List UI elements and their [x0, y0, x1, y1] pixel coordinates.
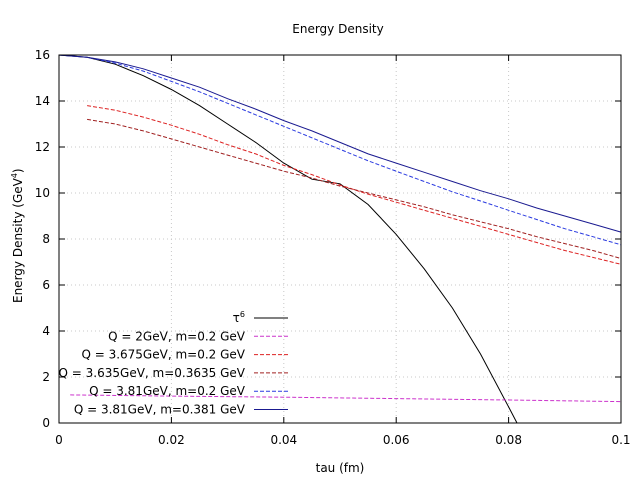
series-line	[70, 394, 622, 403]
y-tick-label: 0	[42, 416, 50, 430]
legend-label: Q = 3.675GeV, m=0.2 GeV	[81, 348, 245, 362]
legend-label: Q = 3.81GeV, m=0.2 GeV	[89, 384, 246, 398]
legend-label-main: Q = 2GeV, m=0.2 GeV	[108, 329, 246, 343]
grid-lines	[59, 55, 621, 423]
legend-label-main: τ	[233, 311, 240, 325]
axis-ticks	[58, 54, 622, 424]
legend-label-main: Q = 3.675GeV, m=0.2 GeV	[81, 348, 245, 362]
legend-label-sup: 6	[240, 310, 245, 319]
legend-label: Q = 3.635GeV, m=0.3635 GeV	[59, 366, 246, 380]
series-layer	[58, 54, 622, 424]
legend-label: τ6	[233, 310, 245, 325]
x-axis-label: tau (fm)	[316, 461, 365, 475]
y-tick-label: 10	[35, 186, 50, 200]
series-line	[58, 54, 518, 424]
x-tick-label: 0.08	[495, 433, 522, 447]
x-tick-label: 0.02	[158, 433, 185, 447]
y-tick-label: 12	[35, 140, 50, 154]
legend-label-main: Q = 3.81GeV, m=0.381 GeV	[74, 403, 246, 417]
series-line	[58, 54, 622, 246]
x-tick-label: 0.04	[270, 433, 297, 447]
x-tick-label: 0	[55, 433, 63, 447]
y-tick-label: 2	[42, 370, 50, 384]
legend-label-main: Q = 3.635GeV, m=0.3635 GeV	[59, 366, 246, 380]
series-line	[87, 105, 622, 265]
y-tick-label: 8	[42, 232, 50, 246]
y-axis-label-main: Energy Density (GeV	[11, 177, 25, 303]
series-line	[87, 118, 622, 259]
legend-label: Q = 2GeV, m=0.2 GeV	[108, 329, 246, 343]
y-tick-label: 16	[35, 48, 50, 62]
y-axis-label-sup: 4	[10, 173, 19, 178]
x-tick-label: 0.06	[383, 433, 410, 447]
y-tick-label: 14	[35, 94, 50, 108]
x-tick-label: 0.1	[611, 433, 630, 447]
y-tick-label: 4	[42, 324, 50, 338]
legend-label-main: Q = 3.81GeV, m=0.2 GeV	[89, 384, 246, 398]
y-axis-label-tail: )	[11, 168, 25, 173]
chart-title: Energy Density	[292, 22, 383, 36]
series-line	[58, 54, 622, 233]
legend-label: Q = 3.81GeV, m=0.381 GeV	[74, 403, 246, 417]
y-axis-label: Energy Density (GeV4)	[10, 168, 25, 303]
tick-labels: 0 0.02 0.04 0.06 0.08 0.1 0 2 4 6 8 10 12 14 16	[35, 48, 631, 447]
y-tick-label: 6	[42, 278, 50, 292]
legend: τ6 Q = 2GeV, m=0.2 GeV Q = 3.675GeV, m=0.2…	[59, 310, 288, 417]
